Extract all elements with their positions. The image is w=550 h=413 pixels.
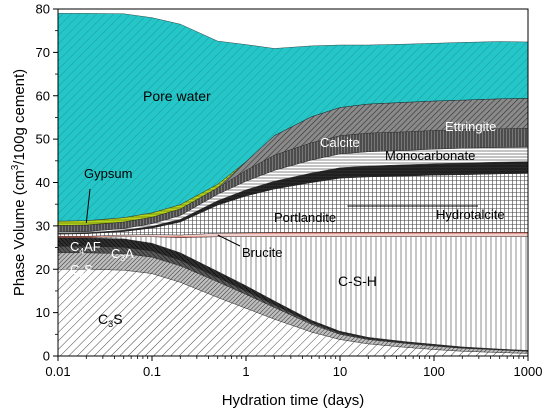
x-tick-label: 0.1: [143, 364, 161, 379]
annotation-leader-gypsum: [85, 188, 91, 223]
annotation-c-s-h: C-S-H: [338, 273, 377, 289]
phase-annotations: Pore water Gypsum Calcite Ettringite Monocar…: [70, 88, 505, 329]
annotation-brucite: Brucite: [242, 245, 282, 260]
annotation-c3s: C3S: [98, 311, 123, 329]
y-axis: 0 10 20 30 40 50 60 70 80: [36, 2, 58, 364]
annotation-monocarbonate: Monocarbonate: [385, 148, 475, 163]
x-axis-title: Hydration time (days): [222, 392, 365, 409]
annotation-c2s: C2S: [70, 262, 93, 279]
y-tick-label: 20: [36, 262, 50, 277]
x-tick-label: 1000: [514, 364, 543, 379]
annotation-portlandite: Portlandite: [274, 210, 336, 225]
y-tick-label: 80: [36, 2, 50, 17]
area-pore-water: [58, 13, 528, 222]
y-axis-title-superscript: 3: [10, 164, 21, 170]
y-tick-label: 40: [36, 175, 50, 190]
annotation-c4af: C4AF: [70, 239, 101, 256]
x-tick-label: 100: [423, 364, 445, 379]
y-axis-title: Phase Volume (cm3/100g cement): [10, 69, 28, 296]
annotation-c3a: C3A: [111, 246, 134, 263]
annotation-ettringite: Ettringite: [445, 119, 496, 134]
y-tick-label: 60: [36, 88, 50, 103]
y-axis-title-main: Phase Volume (cm: [11, 170, 28, 296]
stacked-areas: [58, 13, 528, 356]
x-tick-label: 0.01: [45, 364, 70, 379]
annotation-gypsum: Gypsum: [84, 166, 132, 181]
y-tick-label: 30: [36, 218, 50, 233]
y-tick-label: 0: [43, 349, 50, 364]
y-axis-title-tail: /100g cement): [11, 69, 28, 165]
annotation-calcite: Calcite: [320, 135, 360, 150]
y-tick-label: 50: [36, 132, 50, 147]
annotation-pore-water: Pore water: [143, 88, 211, 104]
y-tick-label: 10: [36, 305, 50, 320]
y-tick-label: 70: [36, 45, 50, 60]
annotation-leader-brucite: [217, 234, 241, 247]
x-tick-label: 10: [333, 364, 347, 379]
x-tick-label: 1: [242, 364, 249, 379]
annotation-hydrotalcite: Hydrotalcite: [436, 207, 505, 222]
x-axis: 0.01 0.1 1 10 100 1000: [45, 356, 542, 379]
